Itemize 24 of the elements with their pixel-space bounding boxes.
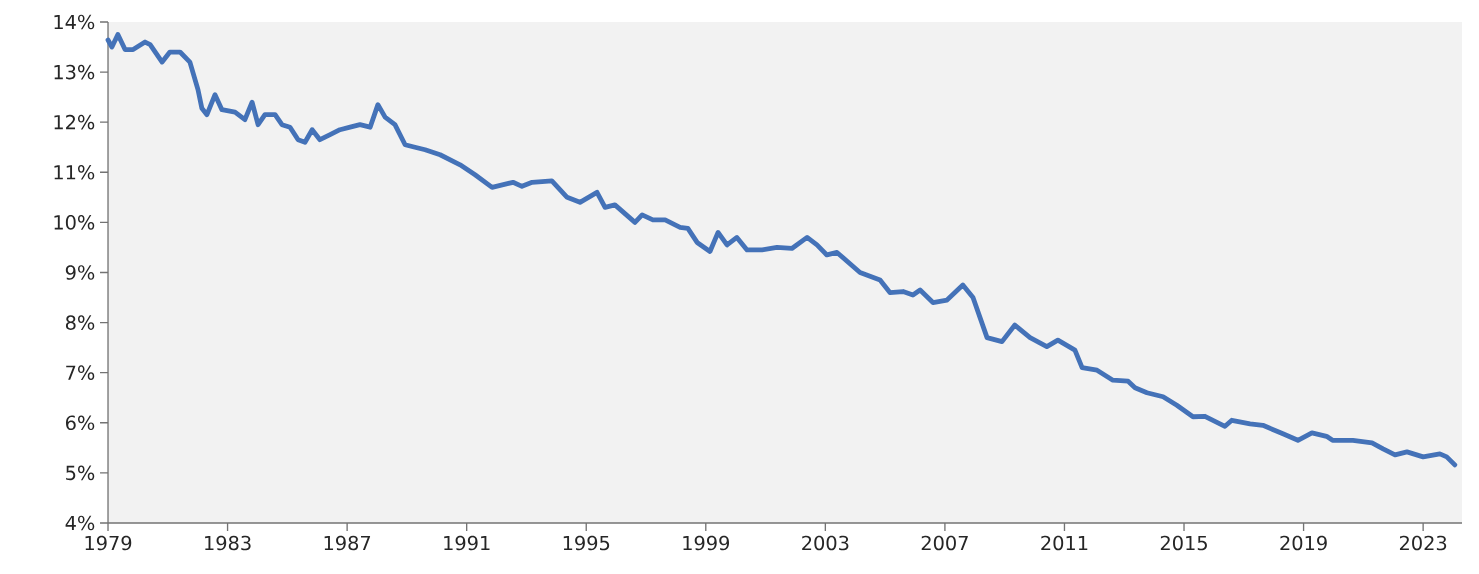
x-tick-label: 1979 (85, 535, 132, 551)
line-series (105, 32, 1458, 468)
y-tick-label: 13% (54, 64, 95, 80)
x-tick-label: 1987 (324, 535, 371, 551)
x-tick-label: 1995 (563, 535, 610, 551)
y-tick-label: 10% (54, 215, 95, 230)
y-tick-label: 12% (54, 114, 95, 130)
x-tick-label: 1999 (683, 535, 730, 551)
x-tick-label: 2015 (1160, 535, 1207, 551)
x-tick-label: 2011 (1041, 535, 1088, 551)
x-tick-label: 2007 (921, 535, 968, 551)
x-tick-label: 2019 (1280, 535, 1327, 551)
y-tick-label: 14% (54, 14, 95, 30)
y-tick-label: 5% (66, 465, 95, 481)
y-tick-label: 9% (65, 265, 95, 280)
y-tick-label: 11% (54, 164, 95, 180)
x-tick-label: 2003 (802, 535, 849, 551)
x-tick-label: 2023 (1399, 535, 1447, 551)
y-tick-label: 8% (65, 315, 95, 330)
x-tick-label: 1983 (205, 535, 251, 551)
y-tick-label: 7% (66, 365, 95, 380)
y-tick-label: 6% (65, 415, 95, 431)
y-tick-label: 4% (65, 515, 95, 531)
x-tick-label: 1991 (444, 535, 490, 551)
